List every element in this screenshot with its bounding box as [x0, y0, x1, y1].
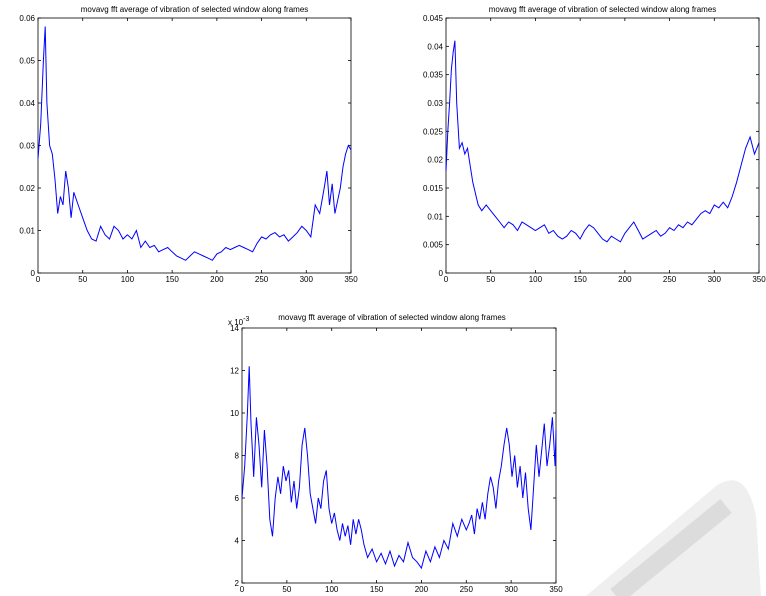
x-tick-label: 150 — [165, 275, 179, 284]
x-tick-label: 50 — [78, 275, 87, 284]
y-tick-label: 12 — [230, 367, 239, 376]
x-tick-label: 50 — [486, 275, 495, 284]
x-tick-label: 250 — [663, 275, 677, 284]
x-tick-label: 0 — [36, 275, 41, 284]
x-tick-label: 300 — [300, 275, 314, 284]
x-tick-label: 0 — [444, 275, 449, 284]
series-line — [37, 26, 352, 261]
y-tick-label: 10 — [230, 409, 239, 418]
y-tick-label: 2 — [235, 579, 240, 588]
x-tick-label: 150 — [573, 275, 587, 284]
x-axis: 0 50 100 150 200 250 300 350 — [36, 18, 358, 284]
x-tick-label: 0 — [240, 585, 245, 594]
y-tick-label: 0 — [31, 269, 36, 278]
x-tick-label: 200 — [415, 585, 429, 594]
y-axis-exponent: x 10-3 — [228, 316, 249, 327]
chart-top-left: movavg fft average of vibration of selec… — [19, 5, 358, 284]
chart-top-right: movavg fft average of vibration of selec… — [423, 5, 766, 284]
x-tick-label: 350 — [752, 275, 766, 284]
y-tick-label: 0.01 — [427, 212, 443, 221]
x-tick-label: 100 — [529, 275, 543, 284]
y-tick-label: 8 — [235, 452, 240, 461]
y-tick-label: 0.005 — [423, 241, 444, 250]
y-tick-label: 0.045 — [423, 14, 444, 23]
y-tick-label: 0.03 — [427, 99, 443, 108]
x-tick-label: 200 — [618, 275, 632, 284]
exponent-power: -3 — [243, 316, 249, 323]
x-tick-label: 100 — [121, 275, 135, 284]
y-tick-label: 0.035 — [423, 71, 444, 80]
y-tick-label: 0.03 — [19, 142, 35, 151]
x-tick-label: 350 — [549, 585, 563, 594]
chart-title: movavg fft average of vibration of selec… — [81, 5, 309, 14]
y-tick-label: 0.02 — [427, 156, 443, 165]
x-tick-label: 50 — [282, 585, 291, 594]
y-tick-label: 0.025 — [423, 127, 444, 136]
series-line — [241, 366, 557, 570]
x-tick-label: 350 — [344, 275, 358, 284]
y-tick-label: 4 — [235, 537, 240, 546]
y-axis: 0 0.01 0.02 0.03 0.04 0.05 0.06 — [19, 14, 351, 278]
x-tick-label: 100 — [325, 585, 339, 594]
chart-title: movavg fft average of vibration of selec… — [278, 313, 506, 322]
y-tick-label: 0.05 — [19, 57, 35, 66]
y-tick-label: 0.015 — [423, 184, 444, 193]
y-tick-label: 0.01 — [19, 227, 35, 236]
chart-title: movavg fft average of vibration of selec… — [489, 5, 717, 14]
x-tick-label: 200 — [210, 275, 224, 284]
x-tick-label: 150 — [370, 585, 384, 594]
y-tick-label: 14 — [230, 324, 239, 333]
y-axis: 0 0.005 0.01 0.015 0.02 0.025 0.03 0.035 0.04 0.0… — [423, 14, 759, 278]
plot-area — [37, 17, 352, 274]
plot-area — [445, 17, 760, 274]
exponent-base: x 10 — [228, 318, 244, 327]
x-tick-label: 300 — [708, 275, 722, 284]
y-tick-label: 0.02 — [19, 184, 35, 193]
y-tick-label: 0.04 — [427, 42, 443, 51]
y-tick-label: 0.04 — [19, 99, 35, 108]
chart-bottom: movavg fft average of vibration of selec… — [228, 313, 563, 594]
x-axis: 0 50 100 150 200 250 300 350 — [240, 328, 563, 594]
y-tick-label: 6 — [235, 494, 240, 503]
y-tick-label: 0.06 — [19, 14, 35, 23]
series-line — [445, 40, 760, 243]
x-tick-label: 250 — [255, 275, 269, 284]
plot-area — [241, 327, 557, 584]
x-tick-label: 300 — [504, 585, 518, 594]
x-axis: 0 50 100 150 200 250 300 350 — [444, 18, 766, 284]
x-tick-label: 250 — [460, 585, 474, 594]
y-tick-label: 0 — [439, 269, 444, 278]
